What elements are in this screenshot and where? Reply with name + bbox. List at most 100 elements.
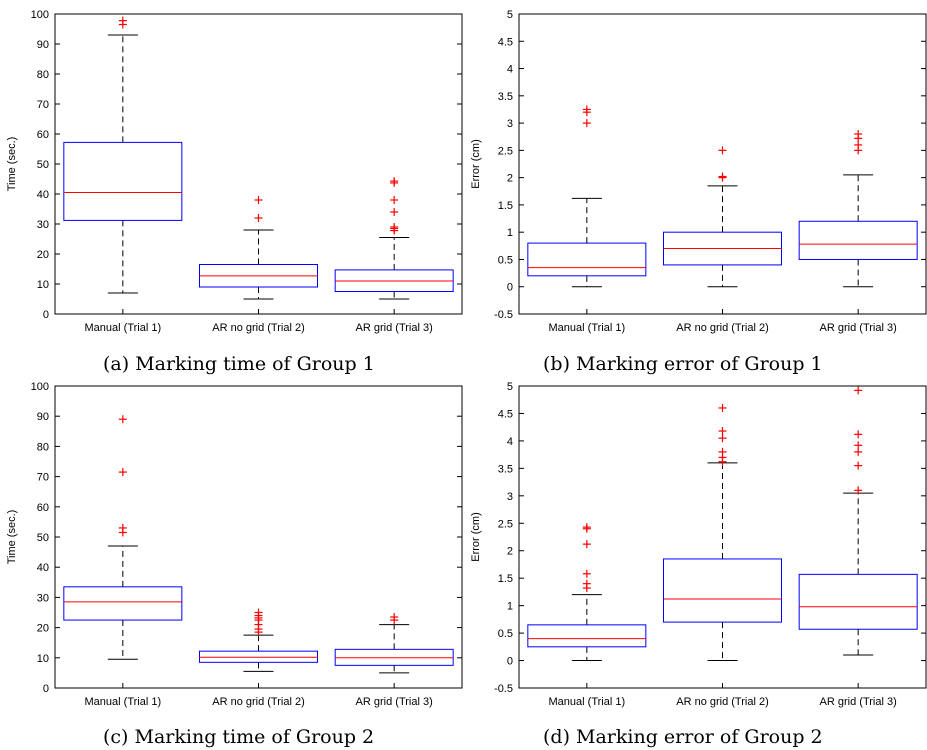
iqr-box: [663, 558, 782, 623]
y-tick-label: 3.5: [498, 91, 513, 103]
iqr-box: [527, 242, 647, 277]
outlier-point: [118, 16, 127, 25]
y-tick-label: 80: [37, 69, 49, 81]
x-tick-label: AR no grid (Trial 2): [212, 322, 305, 334]
box-3: [334, 613, 454, 674]
y-tick-label: 5: [507, 381, 513, 393]
outlier-point: [582, 523, 591, 532]
box-1: [527, 523, 647, 662]
x-tick-label: AR grid (Trial 3): [820, 696, 897, 708]
panel-caption: (d) Marking error of Group 2: [543, 726, 823, 748]
outlier-point: [718, 447, 727, 456]
box-2: [663, 403, 782, 662]
y-tick-label: 2: [507, 173, 513, 185]
x-tick-label: AR no grid (Trial 2): [676, 322, 769, 334]
iqr-box: [798, 573, 918, 630]
y-tick-label: 30: [37, 592, 49, 604]
outlier-point: [118, 415, 127, 424]
outlier-point: [718, 403, 727, 412]
y-tick-label: 0: [43, 683, 49, 695]
y-tick-label: 3.5: [498, 463, 513, 475]
outlier-point: [254, 214, 263, 222]
y-tick-label: 3: [507, 118, 513, 130]
y-tick-label: 100: [31, 9, 49, 21]
y-tick-label: 1: [507, 227, 513, 239]
boxplot-panel-2: -0.5 0 0.5 1 1.5 2 2.5 3 3.5 4 4.5 5 Error (cm) Manua…: [470, 9, 927, 334]
y-tick-label: 5: [507, 9, 513, 21]
y-tick-label: 90: [37, 39, 49, 51]
y-tick-label: 0: [507, 282, 513, 294]
y-tick-label: 2: [507, 546, 513, 558]
y-tick-label: 70: [37, 99, 49, 111]
box-3: [798, 386, 918, 656]
outlier-point: [254, 196, 263, 204]
x-tick-label: AR no grid (Trial 2): [212, 696, 305, 708]
outlier-point: [118, 523, 127, 532]
outlier-point: [854, 486, 863, 495]
y-tick-label: 40: [37, 189, 49, 201]
outlier-point: [718, 146, 727, 155]
outlier-point: [582, 119, 591, 128]
outlier-point: [254, 608, 263, 617]
box-3: [798, 130, 918, 288]
boxplot-panel-4: -0.5 0 0.5 1 1.5 2 2.5 3 3.5 4 4.5 5 Error (cm) Manua…: [470, 381, 927, 708]
outlier-point: [582, 540, 591, 549]
boxplot-panel-3: 0 10 20 30 40 50 60 70 80 90 100 Time (sec.) Manual …: [6, 381, 463, 708]
x-tick-label: Manual (Trial 1): [549, 696, 626, 708]
y-tick-label: 20: [37, 623, 49, 635]
x-tick-label: AR no grid (Trial 2): [676, 696, 769, 708]
outlier-point: [718, 427, 727, 436]
x-tick-label: Manual (Trial 1): [85, 696, 162, 708]
y-tick-label: 0: [43, 309, 49, 321]
y-tick-label: 1: [507, 601, 513, 613]
y-tick-label: 4: [507, 436, 513, 448]
iqr-box: [63, 141, 183, 221]
x-tick-label: AR grid (Trial 3): [356, 696, 433, 708]
y-tick-label: 4.5: [498, 36, 513, 48]
y-axis-label: Time (sec.): [6, 510, 18, 565]
outlier-point: [390, 223, 399, 231]
outlier-point: [854, 430, 863, 439]
panel-caption: (a) Marking time of Group 1: [103, 353, 375, 375]
outlier-point: [582, 579, 591, 588]
box-3: [334, 177, 454, 300]
y-tick-label: 2.5: [498, 518, 513, 530]
outlier-point: [390, 196, 399, 204]
y-tick-label: 80: [37, 441, 49, 453]
panel-caption: (c) Marking time of Group 2: [103, 726, 374, 748]
y-tick-label: 10: [37, 279, 49, 291]
iqr-box: [527, 624, 647, 648]
box-1: [63, 415, 183, 660]
iqr-box: [63, 586, 183, 621]
x-tick-label: Manual (Trial 1): [85, 322, 162, 334]
panel-caption: (b) Marking error of Group 1: [543, 353, 823, 375]
y-tick-label: 4.5: [498, 408, 513, 420]
y-tick-label: 50: [37, 532, 49, 544]
box-1: [527, 105, 647, 288]
y-tick-label: -0.5: [494, 683, 513, 695]
box-1: [63, 16, 183, 294]
outlier-point: [718, 434, 727, 443]
outlier-point: [390, 613, 399, 622]
y-tick-label: 2.5: [498, 145, 513, 157]
outlier-point: [390, 177, 399, 186]
box-2: [199, 196, 318, 300]
y-tick-label: 3: [507, 491, 513, 503]
y-tick-label: 50: [37, 159, 49, 171]
y-tick-label: 70: [37, 472, 49, 484]
outlier-point: [390, 208, 399, 216]
y-axis-label: Error (cm): [470, 139, 482, 189]
box-2: [199, 608, 318, 672]
outlier-point: [854, 461, 863, 470]
x-tick-label: AR grid (Trial 3): [820, 322, 897, 334]
y-tick-label: 30: [37, 219, 49, 231]
outlier-point: [854, 130, 863, 138]
y-tick-label: 1.5: [498, 200, 513, 212]
outlier-point: [582, 569, 591, 578]
y-tick-label: 0.5: [498, 254, 513, 266]
y-axis-label: Error (cm): [470, 512, 482, 562]
y-tick-label: 60: [37, 129, 49, 141]
outlier-point: [582, 105, 591, 114]
y-tick-label: 0: [507, 656, 513, 668]
